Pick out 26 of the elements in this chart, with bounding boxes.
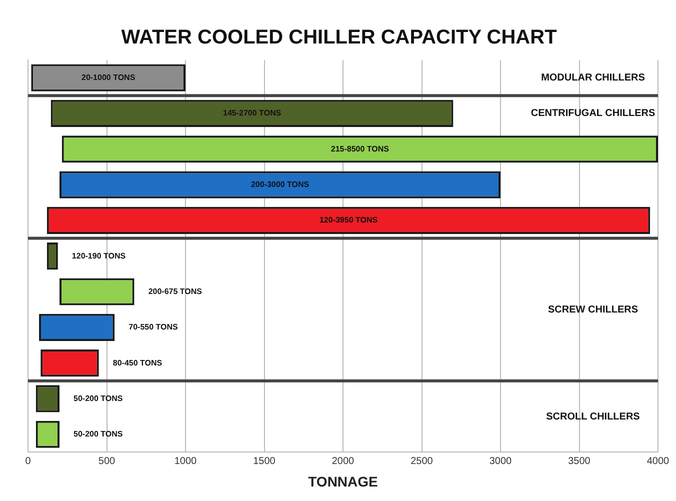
- x-axis-title: TONNAGE: [308, 473, 378, 490]
- data-label: 200-3000 TONS: [250, 180, 310, 189]
- data-label: 70-550 TONS: [128, 322, 178, 332]
- data-label: 215-8500 TONS: [330, 144, 390, 154]
- annotation: SCROLL CHILLERS: [546, 411, 640, 422]
- x-tick-label: 1500: [253, 456, 276, 467]
- annotation: MODULAR CHILLERS: [541, 72, 646, 84]
- chart-title: WATER COOLED CHILLER CAPACITY CHART: [121, 26, 557, 49]
- x-tick-label: 1000: [174, 456, 198, 467]
- x-tick-label: 2000: [332, 456, 355, 467]
- data-label: 120-3950 TONS: [319, 216, 378, 225]
- annotation: SCREW CHILLERS: [548, 304, 638, 316]
- data-label: 50-200 TONS: [74, 394, 124, 403]
- data-label: 50-200 TONS: [74, 430, 124, 439]
- x-tick-label: 3500: [568, 456, 591, 467]
- data-label: 80-450 TONS: [112, 358, 163, 368]
- x-tick-label: 3000: [489, 456, 512, 467]
- x-tick-label: 0: [25, 456, 32, 467]
- data-label: 120-190 TONS: [72, 251, 126, 260]
- data-label: 145-2700 TONS: [222, 108, 282, 118]
- annotation: CENTRIFUGAL CHILLERS: [530, 108, 656, 120]
- x-tick-label: 500: [98, 456, 116, 467]
- x-tick-label: 4000: [646, 456, 670, 467]
- data-label: 20-1000 TONS: [81, 73, 136, 82]
- x-tick-label: 2500: [410, 456, 434, 467]
- data-label: 200-675 TONS: [148, 286, 203, 296]
